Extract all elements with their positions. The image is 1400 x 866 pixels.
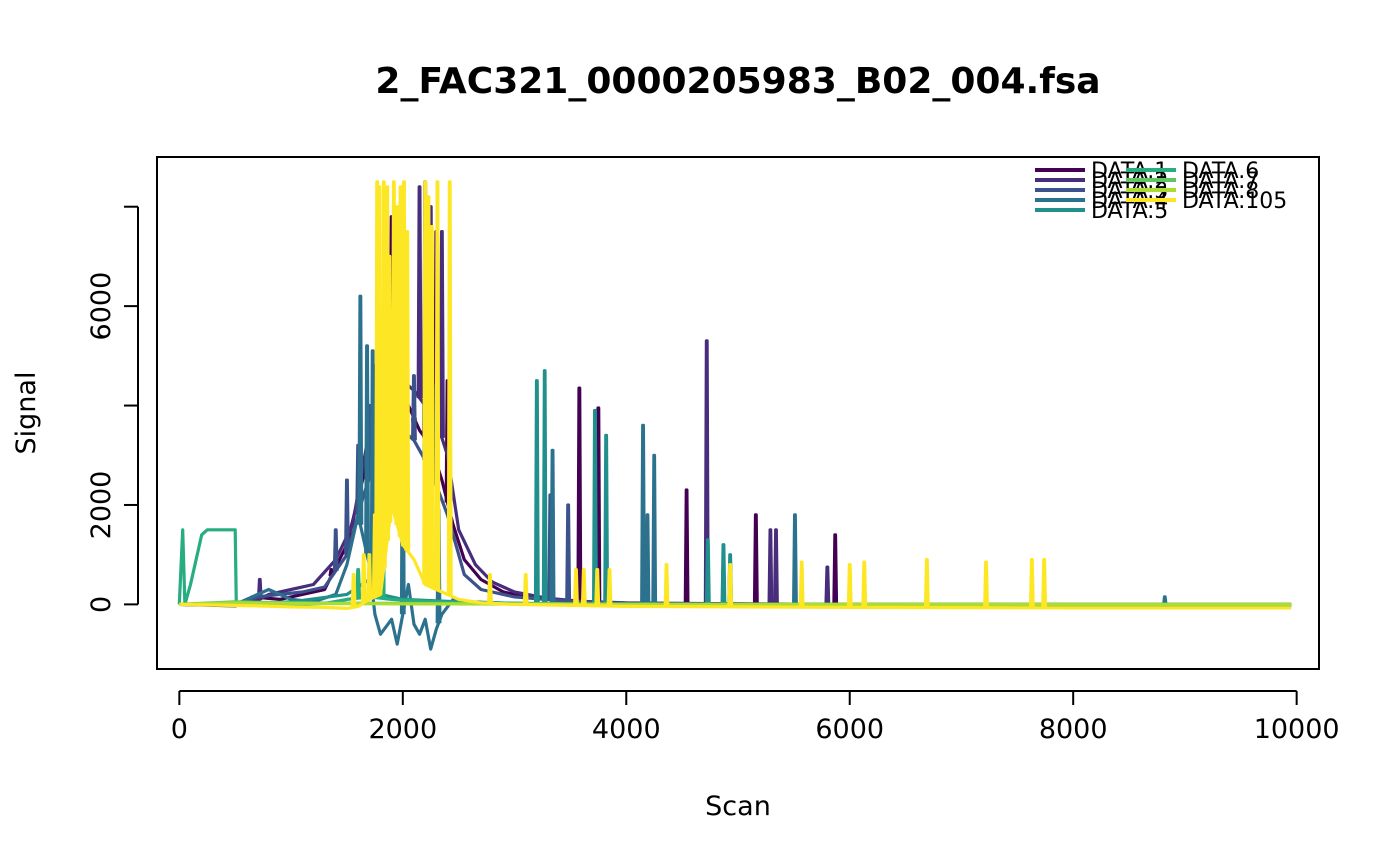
- series-peak: [798, 560, 805, 608]
- y-tick-label: 0: [86, 596, 117, 613]
- series-peak: [767, 528, 774, 605]
- series-peak: [369, 349, 376, 595]
- series-line: [179, 601, 1292, 607]
- series-peak: [446, 180, 453, 596]
- y-tick-label: 2000: [86, 471, 117, 540]
- legend: DATA.1DATA.2DATA.3DATA.4DATA.5DATA.6DATA…: [1035, 159, 1287, 224]
- series-peak: [565, 503, 572, 602]
- series-peak: [411, 374, 417, 441]
- x-tick-label: 10000: [1254, 714, 1340, 745]
- series-peak: [824, 565, 831, 605]
- y-axis-label: Signal: [11, 372, 42, 455]
- series-data-105: [179, 180, 1292, 611]
- series-peak: [364, 344, 370, 555]
- series-peak: [350, 573, 357, 608]
- series-peak: [360, 553, 367, 603]
- legend-item: DATA.6: [1126, 159, 1259, 184]
- series-peak: [923, 558, 930, 608]
- series-line: [179, 503, 1292, 611]
- legend-item: DATA.8: [1126, 179, 1259, 204]
- series-peak: [683, 488, 690, 604]
- plot-frame: [156, 156, 1320, 670]
- x-axis: 0 2000 4000 6000 8000 10000: [171, 690, 1340, 745]
- x-axis-label: Scan: [705, 791, 771, 822]
- legend-item: DATA.5: [1035, 199, 1168, 224]
- series-peak: [487, 573, 493, 604]
- y-tick-label: 6000: [86, 272, 117, 341]
- legend-label: DATA.7: [1182, 169, 1259, 194]
- y-axis: 0 2000 6000: [86, 205, 139, 613]
- series-peak: [434, 180, 441, 591]
- series-peak: [595, 406, 602, 603]
- series-peak: [256, 577, 263, 600]
- legend-label: DATA.105: [1182, 189, 1287, 214]
- series-peak: [1161, 595, 1168, 607]
- series-peak: [390, 180, 397, 513]
- series-peak: [380, 180, 387, 568]
- legend-label: DATA.5: [1091, 199, 1168, 224]
- series-peak: [416, 185, 423, 399]
- series-peak: [592, 408, 598, 605]
- series-peak: [1028, 558, 1035, 608]
- series-peak: [594, 568, 601, 606]
- series-peak: [704, 538, 711, 606]
- series-peak: [332, 528, 339, 571]
- series-peak: [549, 448, 556, 605]
- series-peak: [401, 180, 407, 547]
- series-peak: [727, 563, 734, 607]
- series-peak: [573, 568, 579, 606]
- series-peak: [397, 185, 404, 537]
- x-tick-label: 4000: [592, 714, 661, 745]
- legend-item: DATA.105: [1126, 189, 1287, 214]
- series-peak: [663, 563, 670, 607]
- series-peak: [366, 553, 373, 600]
- legend-label: DATA.6: [1182, 159, 1259, 184]
- x-tick-label: 0: [171, 714, 188, 745]
- series-peak: [703, 339, 710, 604]
- series-peak: [357, 294, 364, 525]
- chart-title: 2_FAC321_0000205983_B02_004.fsa: [375, 61, 1100, 102]
- series-peak: [603, 433, 610, 605]
- series-layer: [177, 180, 1292, 651]
- series-peak: [861, 560, 868, 608]
- series-peak: [651, 453, 658, 606]
- series-peak: [640, 423, 646, 606]
- legend-item: DATA.7: [1126, 169, 1259, 194]
- series-peak: [404, 230, 411, 551]
- series-peak: [983, 560, 989, 608]
- series-peak: [752, 513, 759, 605]
- series-peak: [576, 386, 583, 602]
- series-peak: [541, 369, 548, 604]
- series-peak: [533, 379, 540, 604]
- series-peak: [832, 533, 839, 605]
- series-peak: [773, 528, 779, 605]
- series-peak: [720, 543, 727, 606]
- series-peak: [425, 195, 432, 587]
- legend-label: DATA.8: [1182, 179, 1259, 204]
- series-peak: [792, 513, 798, 606]
- series-peak: [376, 185, 383, 595]
- series-peak: [428, 225, 435, 588]
- series-peak: [846, 563, 853, 608]
- series-peak: [644, 513, 651, 606]
- series-peak: [1041, 558, 1048, 608]
- series-peak: [606, 568, 613, 607]
- x-tick-label: 8000: [1039, 714, 1108, 745]
- series-peak: [344, 478, 350, 555]
- series-peak: [386, 254, 393, 523]
- series-peak: [439, 230, 445, 438]
- series-data-4: [179, 294, 1292, 651]
- series-peak: [522, 573, 529, 605]
- x-tick-label: 6000: [815, 714, 884, 745]
- series-data-8: [179, 601, 1292, 607]
- series-peak: [580, 568, 587, 606]
- x-tick-label: 2000: [368, 714, 437, 745]
- series-peak: [328, 568, 335, 577]
- series-peak: [422, 180, 429, 585]
- series-peak: [355, 568, 362, 599]
